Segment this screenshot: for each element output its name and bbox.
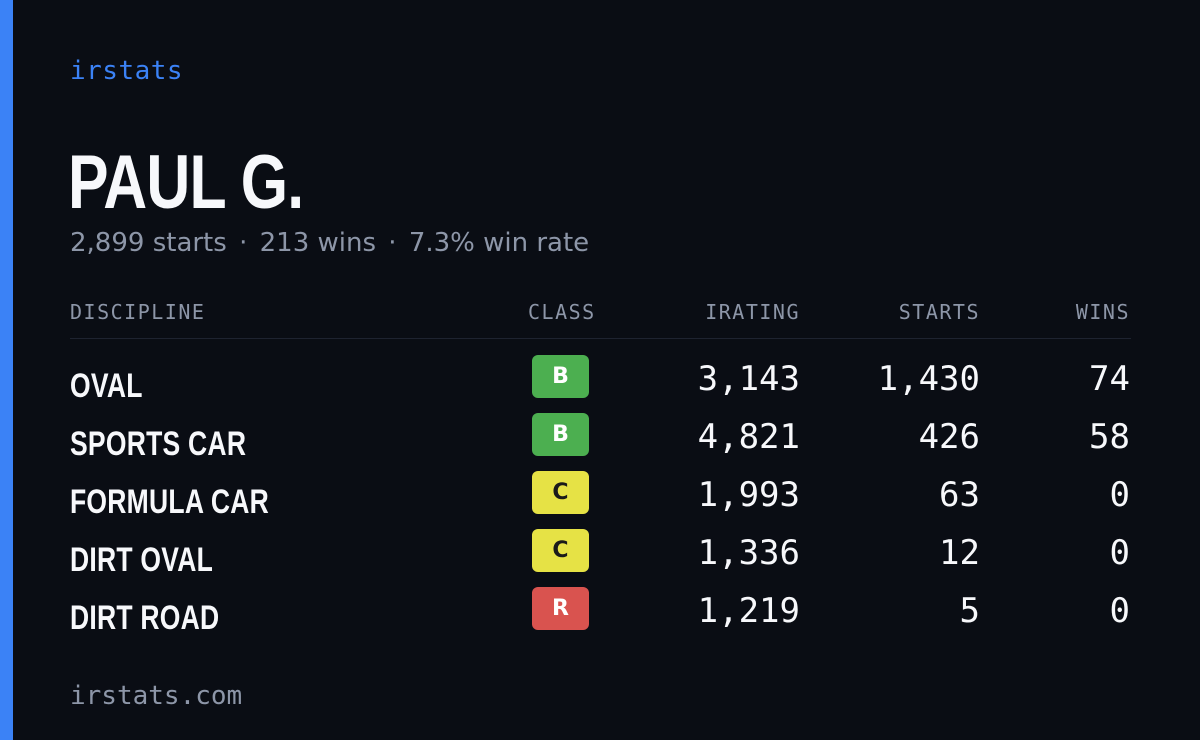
- discipline-name: DIRT OVAL: [70, 541, 214, 579]
- driver-summary: 2,899 starts · 213 wins · 7.3% win rate: [70, 228, 589, 258]
- class-badge: B: [532, 413, 589, 456]
- wins-value: 0: [1109, 533, 1130, 573]
- table-row: DIRT OVAL C 1,336 12 0: [70, 529, 1131, 587]
- class-badge: B: [532, 355, 589, 398]
- summary-separator: ·: [388, 228, 397, 258]
- summary-starts: 2,899 starts: [70, 228, 227, 258]
- table-body: OVAL B 3,143 1,430 74 SPORTS CAR B 4,821…: [70, 339, 1131, 645]
- class-badge: R: [532, 587, 589, 630]
- starts-value: 12: [939, 533, 980, 573]
- starts-value: 5: [959, 591, 980, 631]
- brand-logo-text[interactable]: irstats: [70, 56, 184, 86]
- accent-bar: [0, 0, 13, 740]
- irating-value: 3,143: [697, 359, 800, 399]
- class-badge: C: [532, 529, 589, 572]
- header-wins: WINS: [1075, 300, 1130, 324]
- irating-value: 1,219: [697, 591, 800, 631]
- class-badge: C: [532, 471, 589, 514]
- table-row: SPORTS CAR B 4,821 426 58: [70, 413, 1131, 471]
- summary-wins: 213 wins: [259, 228, 377, 258]
- summary-win-rate: 7.3% win rate: [408, 228, 590, 258]
- header-class: CLASS: [528, 300, 596, 324]
- table-row: FORMULA CAR C 1,993 63 0: [70, 471, 1131, 529]
- table-header: DISCIPLINE CLASS IRATING STARTS WINS: [70, 296, 1131, 339]
- wins-value: 0: [1109, 475, 1130, 515]
- discipline-name: DIRT ROAD: [70, 599, 220, 637]
- discipline-name: SPORTS CAR: [70, 425, 247, 463]
- wins-value: 0: [1109, 591, 1130, 631]
- table-row: DIRT ROAD R 1,219 5 0: [70, 587, 1131, 645]
- discipline-name: FORMULA CAR: [70, 483, 269, 521]
- table-row: OVAL B 3,143 1,430 74: [70, 355, 1131, 413]
- irating-value: 4,821: [697, 417, 800, 457]
- irating-value: 1,336: [697, 533, 800, 573]
- footer-site-link[interactable]: irstats.com: [70, 681, 243, 711]
- starts-value: 1,430: [877, 359, 980, 399]
- wins-value: 58: [1089, 417, 1130, 457]
- discipline-name: OVAL: [70, 367, 143, 405]
- header-starts: STARTS: [898, 300, 980, 324]
- wins-value: 74: [1089, 359, 1130, 399]
- starts-value: 426: [918, 417, 980, 457]
- header-discipline: DISCIPLINE: [70, 300, 206, 324]
- starts-value: 63: [939, 475, 980, 515]
- driver-name: PAUL G.: [68, 140, 304, 225]
- irating-value: 1,993: [697, 475, 800, 515]
- header-irating: IRATING: [705, 300, 800, 324]
- license-stats-table: DISCIPLINE CLASS IRATING STARTS WINS OVA…: [70, 296, 1131, 645]
- summary-separator: ·: [239, 228, 248, 258]
